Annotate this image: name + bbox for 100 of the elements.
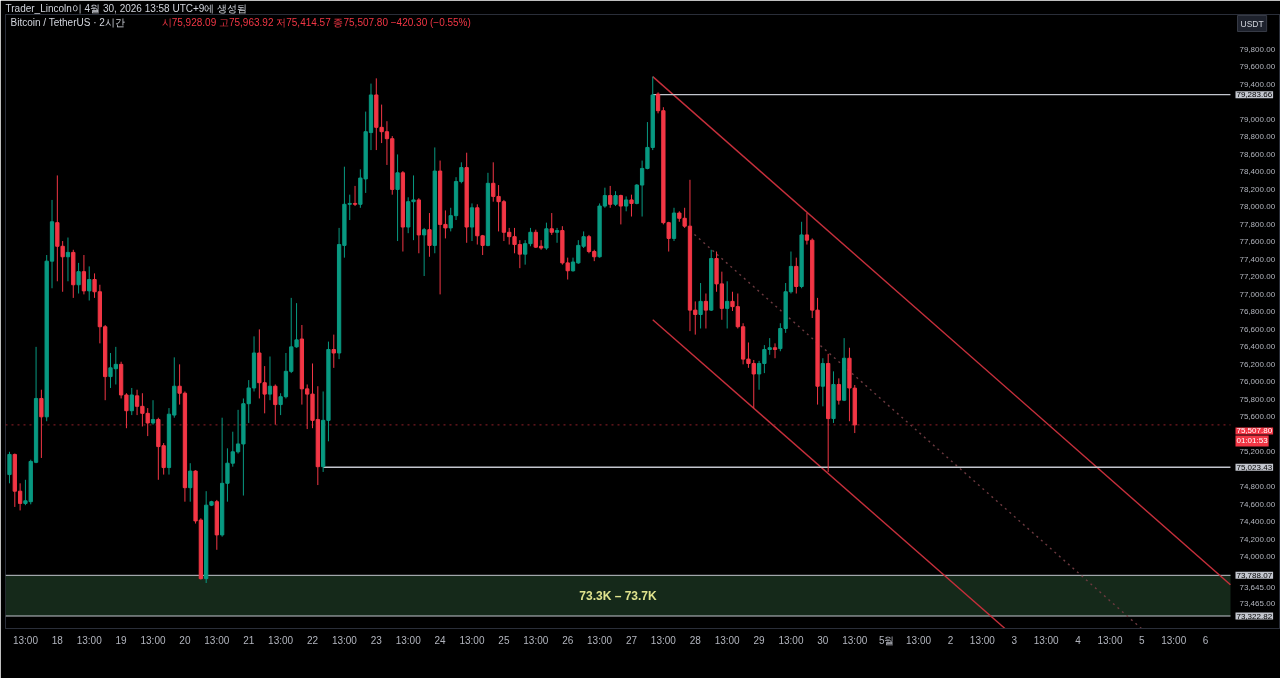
x-tick-label: 27 xyxy=(625,634,638,646)
x-tick-label: 29 xyxy=(753,634,766,646)
candlestick xyxy=(331,334,336,369)
y-tick-label: 79,600.00 xyxy=(1239,62,1276,72)
candlestick xyxy=(395,153,400,242)
ref-line-label: 75,507.80 01:01:53 xyxy=(1236,426,1273,446)
x-tick-label: 28 xyxy=(689,634,702,646)
x-tick-label: 13:00 xyxy=(1033,634,1060,646)
y-tick-label: 74,800.00 xyxy=(1239,482,1276,492)
x-tick-label: 20 xyxy=(179,634,191,646)
x-tick-label: 13:00 xyxy=(395,634,422,646)
x-tick-label: 19 xyxy=(115,634,128,646)
x-tick-label: 13:00 xyxy=(587,634,613,646)
y-tick-label: 76,000.00 xyxy=(1239,377,1276,387)
y-tick-label: 73,465.00 xyxy=(1239,599,1276,609)
x-tick-label: 4 xyxy=(1075,634,1082,646)
y-tick-label: 79,800.00 xyxy=(1239,44,1276,54)
y-axis-title: USDT xyxy=(1240,18,1264,29)
text: Trader_Lincoln이 4월 30, 2026 13:58 UTC+9에 생성됨 xyxy=(5,3,248,14)
candlestick xyxy=(87,265,92,302)
candlestick xyxy=(836,377,841,406)
candlestick xyxy=(629,194,634,218)
x-tick-label: 5월 xyxy=(878,634,895,646)
candlestick xyxy=(469,202,475,242)
x-tick-label: 13:00 xyxy=(204,634,230,646)
y-tick-label: 76,400.00 xyxy=(1239,342,1276,352)
y-tick-label: 78,800.00 xyxy=(1239,132,1276,142)
x-tick-label: 13:00 xyxy=(969,634,996,646)
y-tick-label: 76,600.00 xyxy=(1239,324,1276,334)
x-tick-label: 22 xyxy=(306,634,319,646)
candlestick xyxy=(352,185,358,207)
x-tick-label: 13:00 xyxy=(459,634,485,646)
candlestick xyxy=(703,293,709,329)
series-label: 75,023.43 xyxy=(1236,462,1273,472)
x-tick-label: 6 xyxy=(1202,634,1209,646)
y-tick-label: 74,600.00 xyxy=(1239,499,1276,509)
candlestick xyxy=(820,357,826,407)
y-tick-label: 73,645.00 xyxy=(1239,583,1276,593)
y-tick-label: 75,600.00 xyxy=(1239,412,1276,422)
y-tick-label: 78,400.00 xyxy=(1239,167,1276,177)
series-label: 79,283.66 xyxy=(1236,90,1273,100)
y-tick-label: 79,000.00 xyxy=(1239,114,1276,124)
x-tick-label: 13:00 xyxy=(842,634,868,646)
candlestick xyxy=(7,451,12,484)
y-tick-label: 77,000.00 xyxy=(1239,289,1276,299)
x-tick-label: 13:00 xyxy=(906,634,932,646)
candlestick xyxy=(618,194,623,225)
y-tick-label: 79,400.00 xyxy=(1239,79,1276,89)
candlestick xyxy=(549,212,554,236)
x-tick-label: 23 xyxy=(370,634,383,646)
x-tick-label: 2 xyxy=(947,634,954,646)
y-tick-label: 76,200.00 xyxy=(1239,359,1276,369)
chart-subtitle: 시75,928.09 고75,963.92 저75,414.57 종75,507.80 −420.30 (−0.55%) xyxy=(161,17,471,28)
candlestick xyxy=(608,185,613,209)
ref-line-label: 73,788.07 xyxy=(1236,570,1273,580)
x-tick-label: 13:00 xyxy=(331,634,358,646)
candlestick xyxy=(150,399,156,426)
x-tick-label: 13:00 xyxy=(778,634,804,646)
candlestick xyxy=(76,262,81,295)
candlestick xyxy=(794,257,799,295)
y-tick-label: 75,800.00 xyxy=(1239,394,1276,404)
x-tick-label: 25 xyxy=(498,634,510,646)
candlestick xyxy=(39,389,44,459)
y-tick-label: 74,000.00 xyxy=(1239,552,1276,562)
y-tick-label: 77,400.00 xyxy=(1239,254,1276,264)
x-tick-label: 24 xyxy=(434,634,447,646)
candlestick xyxy=(81,254,87,295)
x-tick-label: 13:00 xyxy=(140,634,166,646)
y-tick-label: 77,200.00 xyxy=(1239,272,1276,282)
band-label: 73.3K – 73.7K xyxy=(579,588,658,603)
x-tick-label: 13:00 xyxy=(12,634,39,646)
x-tick-label: 21 xyxy=(243,634,255,646)
x-tick-label: 13:00 xyxy=(714,634,741,646)
chart-title: Bitcoin / TetherUS · 2시간 xyxy=(10,17,125,28)
candlestick xyxy=(65,237,71,282)
x-tick-label: 3 xyxy=(1011,634,1018,646)
candlestick xyxy=(422,227,427,277)
ref-line-label: 73,322.82 xyxy=(1236,611,1273,621)
x-tick-label: 26 xyxy=(562,634,574,646)
x-tick-label: 13:00 xyxy=(1097,634,1123,646)
candlestick xyxy=(725,280,730,329)
y-tick-label: 75,200.00 xyxy=(1239,447,1276,457)
y-tick-label: 77,800.00 xyxy=(1239,219,1276,229)
x-tick-label: 13:00 xyxy=(523,634,549,646)
candlestick xyxy=(267,355,273,401)
x-tick-label: 30 xyxy=(817,634,829,646)
x-tick-label: 13:00 xyxy=(76,634,103,646)
candlestick xyxy=(427,212,432,258)
y-tick-label: 74,400.00 xyxy=(1239,517,1276,527)
x-tick-label: 18 xyxy=(51,634,64,646)
y-tick-label: 78,200.00 xyxy=(1239,184,1276,194)
candlestick xyxy=(698,282,703,329)
y-tick-label: 74,200.00 xyxy=(1239,534,1276,544)
x-tick-label: 13:00 xyxy=(1161,634,1187,646)
candlestick xyxy=(544,222,549,251)
x-tick-label: 5 xyxy=(1139,634,1146,646)
candlestick xyxy=(188,462,193,503)
y-tick-label: 78,000.00 xyxy=(1239,202,1276,212)
candlestick xyxy=(772,342,778,359)
y-tick-label: 76,800.00 xyxy=(1239,307,1276,317)
